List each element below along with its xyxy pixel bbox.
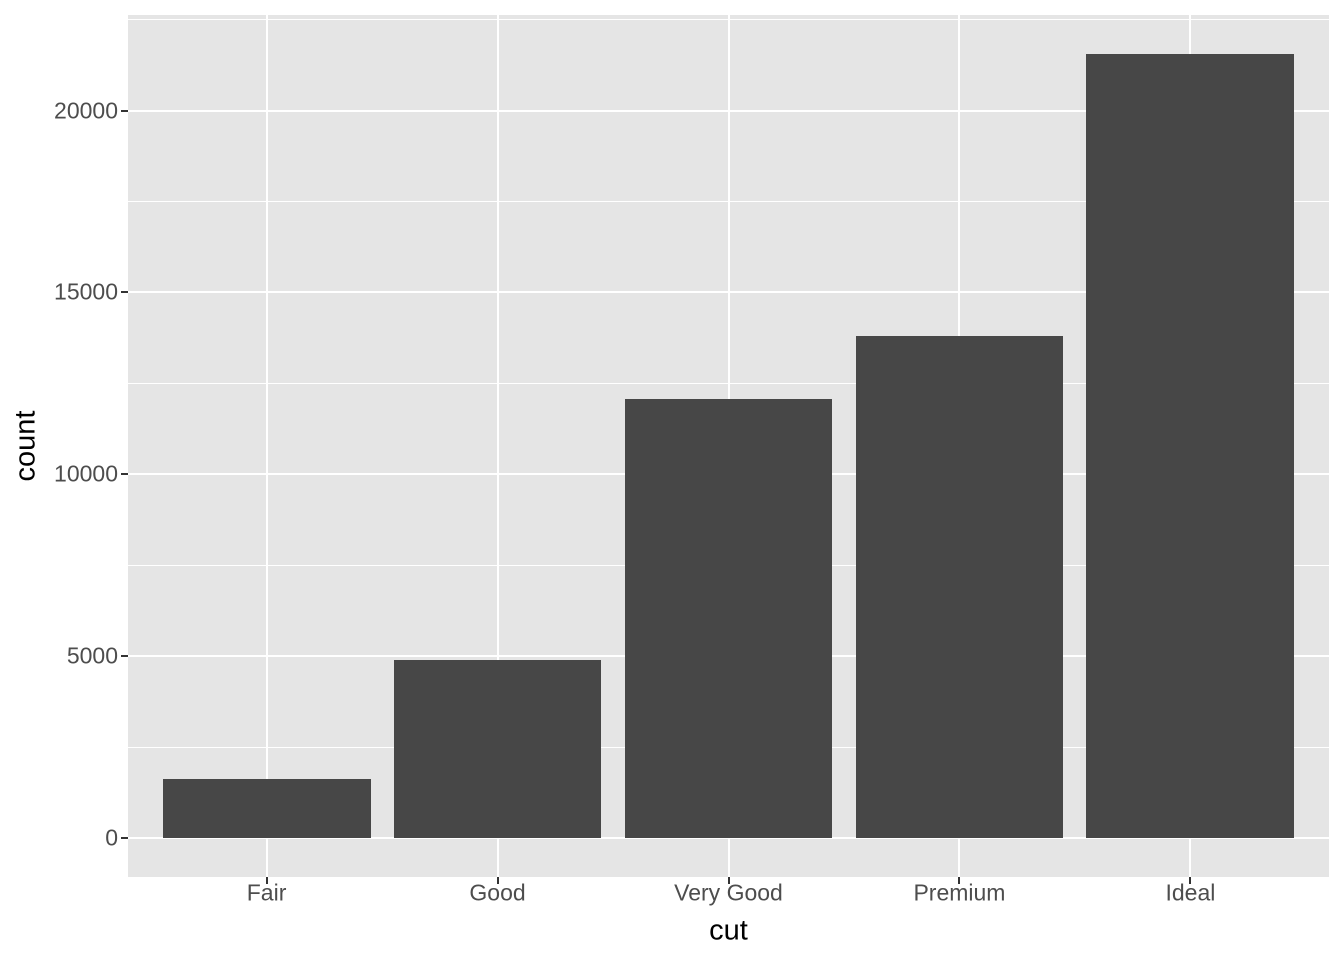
x-tick-label: Fair — [246, 879, 287, 906]
bar-good — [393, 659, 602, 838]
y-tick-mark — [121, 291, 128, 294]
y-tick-label: 5000 — [66, 642, 118, 669]
x-tick-mark — [1189, 877, 1192, 884]
x-tick-mark — [727, 877, 730, 884]
bar-ideal — [1086, 54, 1295, 838]
y-tick-label: 10000 — [54, 460, 118, 487]
bar-premium — [855, 336, 1064, 838]
gridline-major-vertical — [265, 15, 268, 877]
x-tick-mark — [265, 877, 268, 884]
gridline-major-vertical — [496, 15, 499, 877]
y-tick-label: 0 — [105, 824, 118, 851]
x-tick-label: Premium — [913, 879, 1006, 906]
x-tick-label: Good — [469, 879, 526, 906]
x-tick-label: Very Good — [674, 879, 783, 906]
bar-very-good — [624, 398, 833, 838]
x-tick-label: Ideal — [1165, 879, 1216, 906]
y-tick-mark — [121, 837, 128, 839]
y-tick-mark — [121, 473, 128, 476]
x-tick-mark — [958, 877, 961, 884]
y-tick-mark — [121, 655, 128, 658]
y-axis-title: count — [9, 410, 42, 482]
plot-panel — [128, 15, 1329, 877]
x-axis-title: cut — [709, 914, 748, 947]
y-tick-label: 20000 — [54, 97, 118, 124]
y-tick-mark — [121, 109, 128, 112]
bar-fair — [162, 779, 371, 838]
x-tick-mark — [496, 877, 499, 884]
y-tick-label: 15000 — [54, 278, 118, 305]
